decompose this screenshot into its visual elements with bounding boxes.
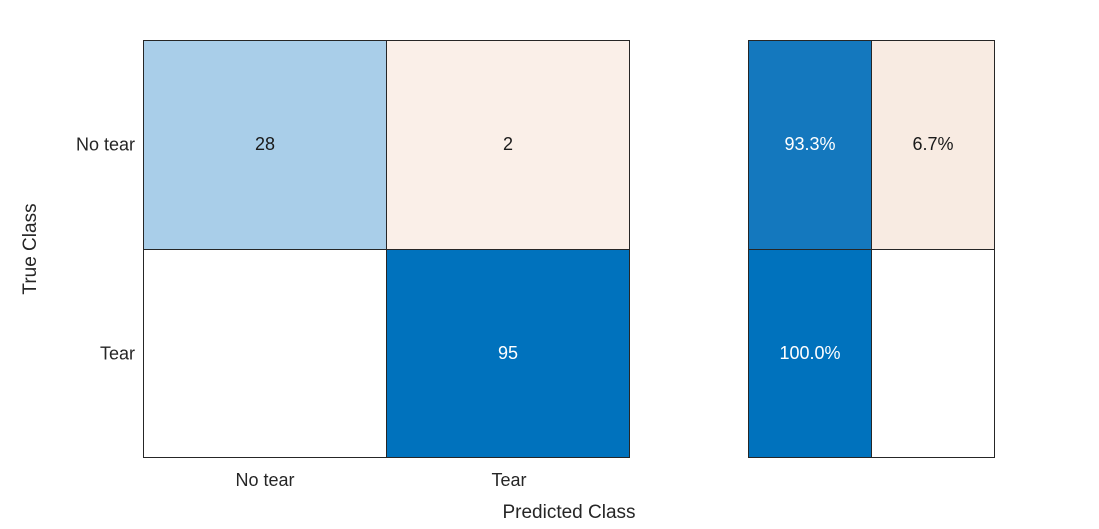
matrix-cell-notear-tear: 2 (387, 41, 629, 249)
matrix-cell-tear-notear (144, 249, 386, 457)
x-tick-tear: Tear (491, 470, 527, 490)
y-tick-tear: Tear (99, 343, 135, 364)
row-summary-cell-tear-incorrect (872, 249, 994, 457)
row-summary-cell-tear-correct: 100.0% (749, 249, 871, 457)
matrix-cell-tear-tear: 95 (387, 249, 629, 457)
confusion-matrix-grid: 28 2 95 (143, 40, 630, 458)
row-summary-cell-notear-incorrect: 6.7% (872, 41, 994, 249)
y-axis-label: True Class (20, 203, 41, 295)
row-summary-grid: 93.3% 6.7% 100.0% (748, 40, 995, 458)
row-summary-cell-notear-correct: 93.3% (749, 41, 871, 249)
matrix-cell-notear-notear: 28 (144, 41, 386, 249)
x-tick-no-tear: No tear (235, 470, 295, 490)
y-tick-no-tear: No tear (75, 134, 135, 155)
x-axis-label: Predicted Class (502, 502, 636, 523)
